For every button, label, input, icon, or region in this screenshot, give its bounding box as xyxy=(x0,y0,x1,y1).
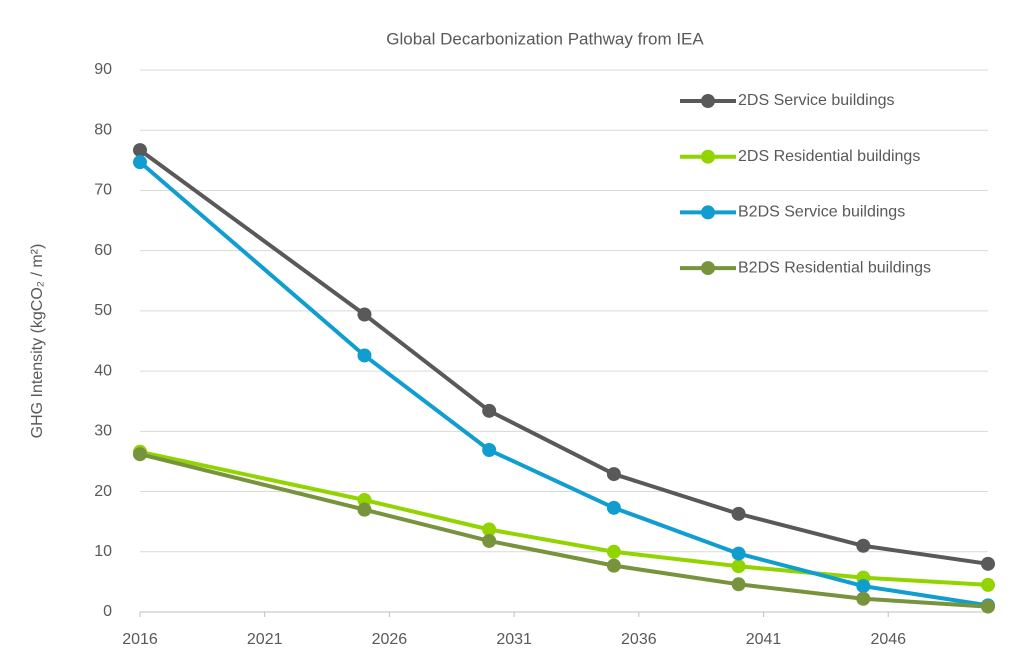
y-tick-label: 10 xyxy=(94,543,112,560)
y-tick-label: 30 xyxy=(94,423,112,440)
legend-label: B2DS Service buildings xyxy=(738,204,905,221)
data-point xyxy=(856,591,871,606)
data-point xyxy=(482,403,497,418)
x-tick-label: 2026 xyxy=(372,631,408,648)
x-tick-label: 2041 xyxy=(746,631,782,648)
data-point xyxy=(357,502,372,517)
y-tick-label: 80 xyxy=(94,121,112,138)
legend-label: B2DS Residential buildings xyxy=(738,259,931,276)
data-point xyxy=(606,467,621,482)
series-line xyxy=(138,160,989,608)
data-point xyxy=(981,577,995,592)
data-point xyxy=(731,559,746,574)
y-axis-label: GHG Intensity (kgCO₂ / m²) xyxy=(29,244,46,439)
y-tick-label: 20 xyxy=(94,483,112,500)
legend: 2DS Service buildings 2DS Residential bui… xyxy=(680,92,931,276)
y-tick-label: 50 xyxy=(94,302,112,319)
x-tick-label: 2016 xyxy=(122,631,158,648)
data-point xyxy=(357,348,372,363)
data-point xyxy=(731,506,746,521)
data-point xyxy=(482,443,497,458)
data-point xyxy=(133,447,147,462)
data-point xyxy=(482,522,497,537)
y-tick-label: 90 xyxy=(94,61,112,78)
data-point xyxy=(731,546,746,561)
legend-marker xyxy=(701,149,715,164)
data-point xyxy=(357,307,372,322)
x-tick-label: 2036 xyxy=(621,631,657,648)
data-point xyxy=(357,492,372,507)
legend-label: 2DS Residential buildings xyxy=(738,148,920,165)
x-tick-label: 2031 xyxy=(496,631,532,648)
data-point xyxy=(133,143,147,158)
legend-label: 2DS Service buildings xyxy=(738,92,895,109)
legend-marker xyxy=(701,205,715,220)
data-point xyxy=(606,558,621,573)
data-point xyxy=(731,577,746,592)
y-tick-label: 70 xyxy=(94,182,112,199)
data-point xyxy=(606,544,621,559)
data-point xyxy=(482,533,497,548)
data-point xyxy=(606,500,621,515)
data-point xyxy=(981,599,995,614)
legend-marker xyxy=(701,94,715,108)
legend-marker xyxy=(701,261,715,276)
data-point xyxy=(856,579,871,594)
chart-title: Global Decarbonization Pathway from IEA xyxy=(386,29,704,48)
data-point xyxy=(133,155,147,170)
y-tick-label: 40 xyxy=(94,362,112,379)
x-tick-label: 2046 xyxy=(870,631,906,648)
data-point xyxy=(981,556,995,571)
y-tick-label: 60 xyxy=(94,242,112,259)
data-point xyxy=(856,538,871,553)
x-tick-label: 2021 xyxy=(247,631,283,648)
series-line xyxy=(139,449,989,587)
y-tick-label: 0 xyxy=(103,603,112,620)
